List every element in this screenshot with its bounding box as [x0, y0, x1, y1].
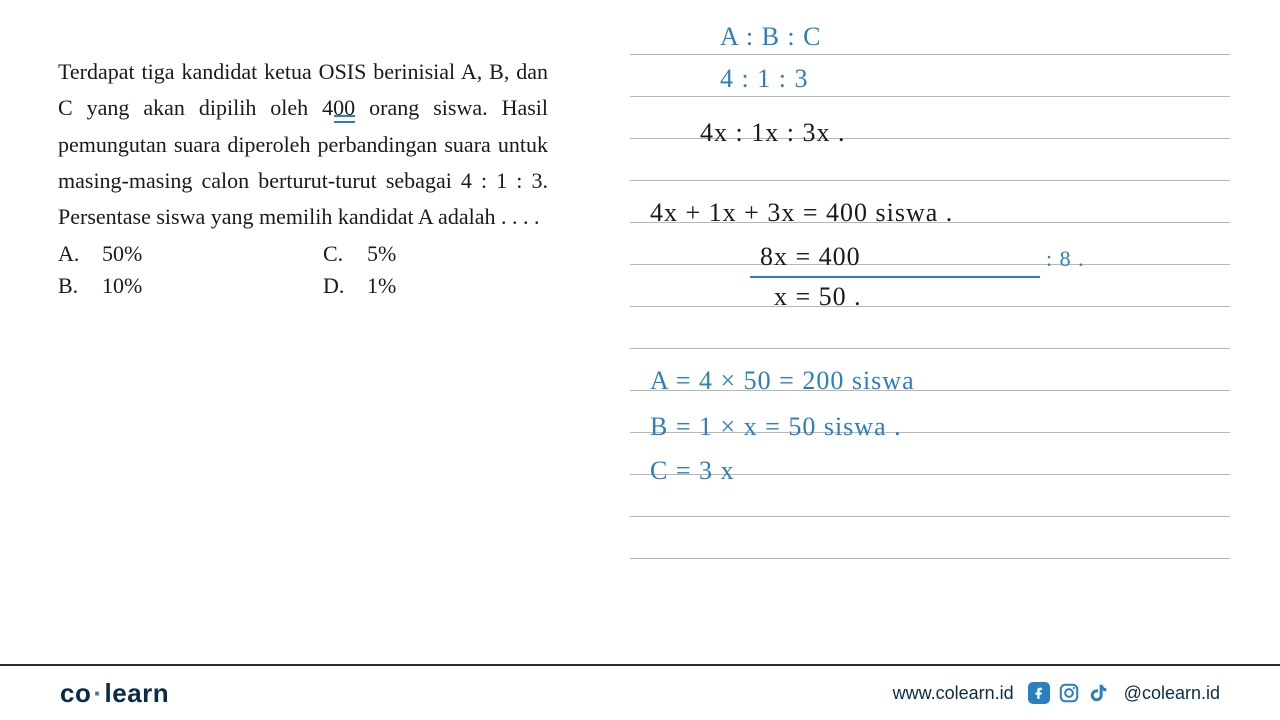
- ruled-line: [630, 96, 1230, 97]
- result-c: C = 3 x: [650, 456, 735, 486]
- logo-dot-icon: ·: [91, 678, 104, 708]
- q-400-underlined: 400: [322, 95, 355, 120]
- question-text: Terdapat tiga kandidat ketua OSIS berini…: [58, 54, 548, 235]
- footer: co·learn www.colearn.id @colearn.id: [0, 664, 1280, 720]
- division-line: [750, 276, 1040, 278]
- question-panel: Terdapat tiga kandidat ketua OSIS berini…: [58, 54, 548, 299]
- result-a: A = 4 × 50 = 200 siswa: [650, 366, 915, 396]
- ruled-line: [630, 516, 1230, 517]
- logo: co·learn: [60, 678, 169, 709]
- option-value: 5%: [367, 241, 396, 267]
- social-icons: [1028, 682, 1110, 704]
- footer-url: www.colearn.id: [893, 683, 1014, 704]
- option-value: 50%: [102, 241, 142, 267]
- eq3: x = 50 .: [774, 282, 862, 312]
- option-b: B. 10%: [58, 273, 283, 299]
- facebook-icon: [1028, 682, 1050, 704]
- option-letter: B.: [58, 273, 84, 299]
- instagram-icon: [1058, 682, 1080, 704]
- ruled-line: [630, 348, 1230, 349]
- ruled-line: [630, 264, 1230, 265]
- ruled-line: [630, 54, 1230, 55]
- options-grid: A. 50% C. 5% B. 10% D. 1%: [58, 241, 548, 299]
- logo-learn: learn: [105, 678, 170, 708]
- option-value: 1%: [367, 273, 396, 299]
- ratio-letters: A : B : C: [720, 22, 821, 52]
- footer-right: www.colearn.id @colearn.id: [893, 682, 1220, 704]
- option-a: A. 50%: [58, 241, 283, 267]
- logo-co: co: [60, 678, 91, 708]
- option-letter: C.: [323, 241, 349, 267]
- tiktok-icon: [1088, 682, 1110, 704]
- footer-handle: @colearn.id: [1124, 683, 1220, 704]
- ratio-numbers: 4 : 1 : 3: [720, 64, 808, 94]
- div8: : 8 .: [1046, 246, 1085, 272]
- option-d: D. 1%: [323, 273, 548, 299]
- eq1: 4x + 1x + 3x = 400 siswa .: [650, 198, 953, 228]
- ratio-x: 4x : 1x : 3x .: [700, 118, 845, 148]
- result-b: B = 1 × x = 50 siswa .: [650, 412, 902, 442]
- eq2: 8x = 400: [760, 242, 861, 272]
- option-letter: D.: [323, 273, 349, 299]
- option-value: 10%: [102, 273, 142, 299]
- ruled-line: [630, 306, 1230, 307]
- option-letter: A.: [58, 241, 84, 267]
- option-c: C. 5%: [323, 241, 548, 267]
- ruled-line: [630, 180, 1230, 181]
- ruled-line: [630, 558, 1230, 559]
- work-panel: A : B : C 4 : 1 : 3 4x : 1x : 3x . 4x + …: [630, 20, 1230, 640]
- page: Terdapat tiga kandidat ketua OSIS berini…: [0, 0, 1280, 720]
